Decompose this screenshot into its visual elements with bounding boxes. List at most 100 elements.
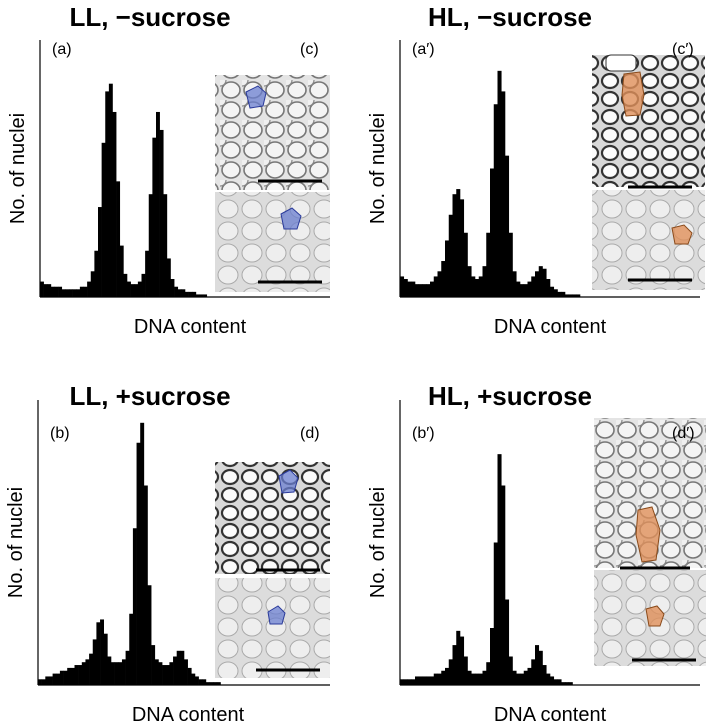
- histogram-bar: [415, 284, 420, 297]
- histogram-bar: [65, 289, 70, 297]
- histogram-bar: [568, 294, 573, 297]
- histogram-bar: [98, 207, 102, 297]
- histogram-bar: [216, 682, 221, 685]
- histogram-bar: [493, 542, 498, 685]
- histogram-bar: [475, 673, 480, 685]
- histogram-bar: [87, 281, 92, 297]
- histogram-bar: [59, 670, 64, 685]
- chart-title: HL, −sucrose: [428, 2, 592, 32]
- histogram-bar: [127, 281, 131, 297]
- histogram-bar: [452, 645, 457, 685]
- histogram-bar: [411, 281, 416, 297]
- histogram-bar: [48, 676, 53, 685]
- histogram-bar: [170, 279, 175, 297]
- histogram-bar: [67, 667, 72, 685]
- histogram-bar: [58, 286, 63, 297]
- histogram-bar: [163, 194, 168, 297]
- histogram-bar: [463, 656, 468, 685]
- histogram-bar: [433, 673, 438, 685]
- histogram-bar: [505, 599, 510, 685]
- histogram-bar: [557, 291, 562, 297]
- x-axis-label: DNA content: [134, 316, 247, 338]
- histogram-bar: [448, 214, 453, 297]
- y-axis-label: No. of nuclei: [7, 113, 29, 224]
- histogram-bar: [112, 111, 117, 298]
- histogram-bar: [209, 682, 214, 685]
- histogram-bar: [105, 91, 110, 298]
- histogram-bar: [422, 284, 427, 297]
- histogram-bar: [147, 585, 152, 685]
- histogram-bar: [158, 662, 163, 685]
- histogram-bar: [557, 679, 562, 685]
- chart-title: LL, −sucrose: [69, 2, 230, 32]
- histogram-bar: [508, 656, 513, 685]
- histogram-bar: [418, 284, 423, 297]
- histogram-bar: [493, 104, 498, 297]
- histogram-bar: [38, 679, 42, 685]
- histogram-bar: [542, 665, 547, 685]
- histogram-bar: [433, 276, 438, 297]
- histogram-bar: [43, 284, 48, 297]
- histogram-bar: [180, 650, 185, 685]
- histogram-bar: [523, 670, 528, 685]
- panel-label: (a′): [412, 41, 435, 58]
- histogram-bar: [140, 422, 145, 685]
- histogram-bar: [437, 673, 442, 685]
- histogram-bar: [482, 266, 487, 297]
- histogram-bar: [78, 665, 83, 685]
- histogram-bar: [176, 650, 181, 685]
- histogram-bar: [63, 670, 68, 685]
- y-axis-label: No. of nuclei: [367, 113, 389, 224]
- histogram-bar: [96, 622, 101, 685]
- histogram-bar: [177, 289, 182, 297]
- histogram-bar: [203, 294, 208, 297]
- inset-label: (c): [300, 41, 319, 58]
- histogram-bar: [512, 670, 517, 685]
- chart-title: HL, +sucrose: [428, 381, 592, 411]
- histogram-bar: [165, 665, 170, 685]
- histogram-bar: [69, 289, 73, 297]
- inset-micrographs: [215, 54, 706, 678]
- histogram-bar: [198, 679, 203, 685]
- histogram-bar: [199, 294, 204, 297]
- histogram-bar: [407, 281, 412, 297]
- histogram-bar: [490, 628, 495, 685]
- histogram-bar: [74, 665, 79, 685]
- histogram-bar: [192, 291, 197, 297]
- histogram-bar: [538, 266, 543, 297]
- histogram-bar: [130, 284, 135, 297]
- histogram-bar: [561, 291, 566, 297]
- histogram-bar: [94, 250, 99, 297]
- histogram-bar: [565, 682, 570, 685]
- histogram-bar: [516, 673, 521, 685]
- histogram-bar: [134, 284, 139, 297]
- histogram-bar: [400, 276, 405, 297]
- histogram-bar: [437, 271, 442, 297]
- histogram-bar: [70, 667, 75, 685]
- histogram-bar: [441, 670, 446, 685]
- histogram-bar: [100, 619, 104, 685]
- histogram-bar: [154, 659, 159, 685]
- histogram-bar: [441, 261, 446, 297]
- histogram-bar: [572, 294, 577, 297]
- histogram-bar: [418, 676, 423, 685]
- histogram-bar: [497, 454, 502, 685]
- histogram-bar: [152, 137, 157, 297]
- histogram-bar: [79, 286, 84, 297]
- histogram-bar: [535, 645, 540, 685]
- histogram-bar: [403, 279, 408, 297]
- histogram-bar: [426, 676, 431, 685]
- histogram-bar: [471, 673, 476, 685]
- histogram-bar: [111, 662, 115, 685]
- histogram-bar: [538, 650, 543, 685]
- histogram-bar: [195, 294, 200, 297]
- histogram-bar: [148, 194, 153, 297]
- histogram-bar: [403, 679, 408, 685]
- histogram-bar: [452, 194, 457, 297]
- histogram-bar: [184, 659, 188, 685]
- histogram-bar: [486, 662, 491, 685]
- histogram-bar: [121, 659, 126, 685]
- histogram-bar: [143, 485, 148, 685]
- histogram-bar: [490, 168, 495, 297]
- histogram-bar: [460, 636, 465, 685]
